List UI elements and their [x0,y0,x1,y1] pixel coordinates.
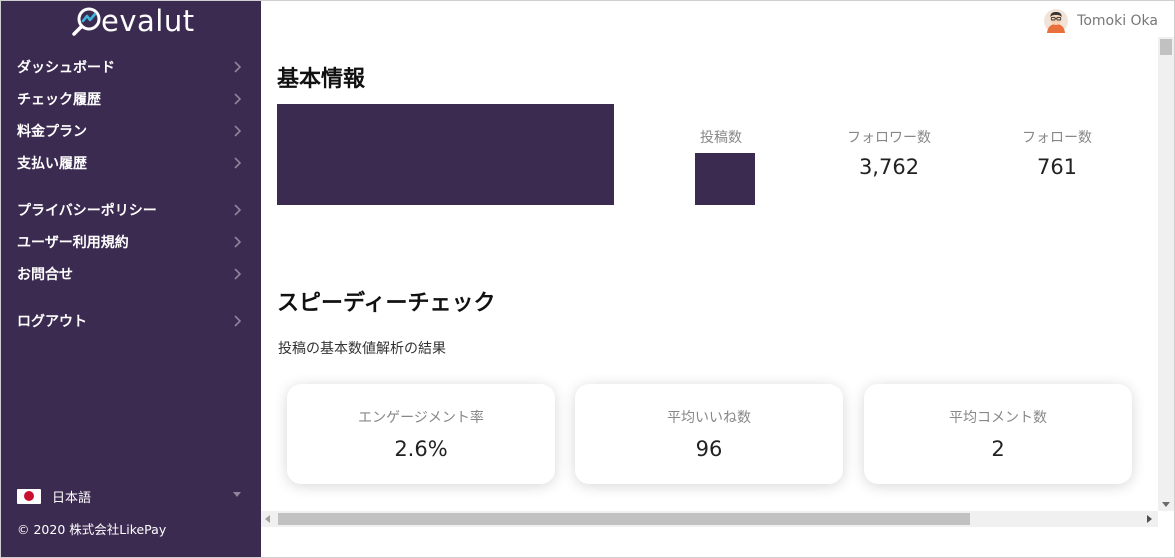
card-average-comments: 平均コメント数 2 [864,384,1132,484]
chevron-right-icon [234,236,242,248]
avatar-icon [1044,9,1069,33]
stat-value: 3,762 [858,155,920,179]
card-label: 平均コメント数 [949,410,1047,426]
brand-name: evalut [101,4,195,38]
sidebar-item-label: プライバシーポリシー [17,203,157,219]
language-label: 日本語 [52,490,92,506]
card-label: エンゲージメント率 [358,410,484,426]
chevron-right-icon [234,315,242,327]
sidebar-item-dashboard[interactable]: ダッシュボード [1,52,261,82]
user-menu[interactable]: Tomoki Oka [1044,9,1158,33]
sidebar-item-label: 支払い履歴 [17,156,87,172]
posts-count-placeholder [695,153,755,205]
stat-followers: フォロワー数 3,762 [829,127,949,179]
card-average-likes: 平均いいね数 96 [575,384,843,484]
sidebar-item-pricing[interactable]: 料金プラン [1,116,261,146]
sidebar-item-label: チェック履歴 [17,92,101,108]
card-value: 2 [991,437,1005,461]
stat-following: フォロー数 761 [997,127,1117,179]
main-content: 基本情報 投稿数 フォロワー数 3,762 フォロー数 761 スピーディーチェ… [261,37,1158,511]
user-name: Tomoki Oka [1077,13,1158,29]
sidebar-item-privacy-policy[interactable]: プライバシーポリシー [1,195,261,225]
section-title-basic-info: 基本情報 [277,67,366,92]
chevron-right-icon [234,61,242,73]
brand-logo[interactable]: evalut [71,3,195,39]
sidebar-item-label: お問合せ [17,267,73,283]
vertical-scrollbar[interactable] [1158,37,1174,511]
stat-posts: 投稿数 [661,127,781,147]
scroll-down-arrow-icon[interactable] [1162,502,1170,507]
magnifier-chart-icon [72,7,101,36]
copyright-text: © 2020 株式会社LikePay [17,522,167,537]
sidebar-item-label: ログアウト [17,314,87,330]
stat-label: 投稿数 [700,130,742,146]
sidebar-item-label: ダッシュボード [17,60,115,76]
sidebar-item-logout[interactable]: ログアウト [1,306,261,336]
stat-value: 761 [1036,155,1078,179]
sidebar-item-check-history[interactable]: チェック履歴 [1,84,261,114]
stat-label: フォロー数 [1022,130,1092,146]
scrollbar-thumb[interactable] [1160,39,1172,55]
chevron-right-icon [234,125,242,137]
chevron-right-icon [234,93,242,105]
section-title-speedy-check: スピーディーチェック [277,291,496,316]
sidebar-item-label: 料金プラン [17,124,87,140]
card-label: 平均いいね数 [667,410,751,426]
horizontal-scrollbar[interactable] [261,511,1158,527]
chevron-right-icon [234,204,242,216]
sidebar-item-payment-history[interactable]: 支払い履歴 [1,148,261,178]
caret-down-icon [233,492,241,497]
stat-label: フォロワー数 [847,130,931,146]
card-value: 2.6% [394,437,448,461]
scroll-left-arrow-icon[interactable] [265,515,270,523]
sidebar-item-label: ユーザー利用規約 [17,235,129,251]
chevron-right-icon [234,157,242,169]
section-subtitle: 投稿の基本数値解析の結果 [278,341,446,357]
card-engagement-rate: エンゲージメント率 2.6% [287,384,555,484]
scroll-right-arrow-icon[interactable] [1147,515,1152,523]
card-value: 96 [695,437,723,461]
sidebar: evalut ダッシュボード チェック履歴 料金プラン 支払い履歴 プライバシー… [1,1,261,557]
japan-flag-icon [17,488,41,504]
sidebar-item-terms[interactable]: ユーザー利用規約 [1,227,261,257]
sidebar-item-contact[interactable]: お問合せ [1,259,261,289]
profile-image-placeholder [277,104,614,205]
language-select[interactable]: 日本語 [17,486,245,506]
scrollbar-thumb[interactable] [278,513,970,525]
chevron-right-icon [234,268,242,280]
